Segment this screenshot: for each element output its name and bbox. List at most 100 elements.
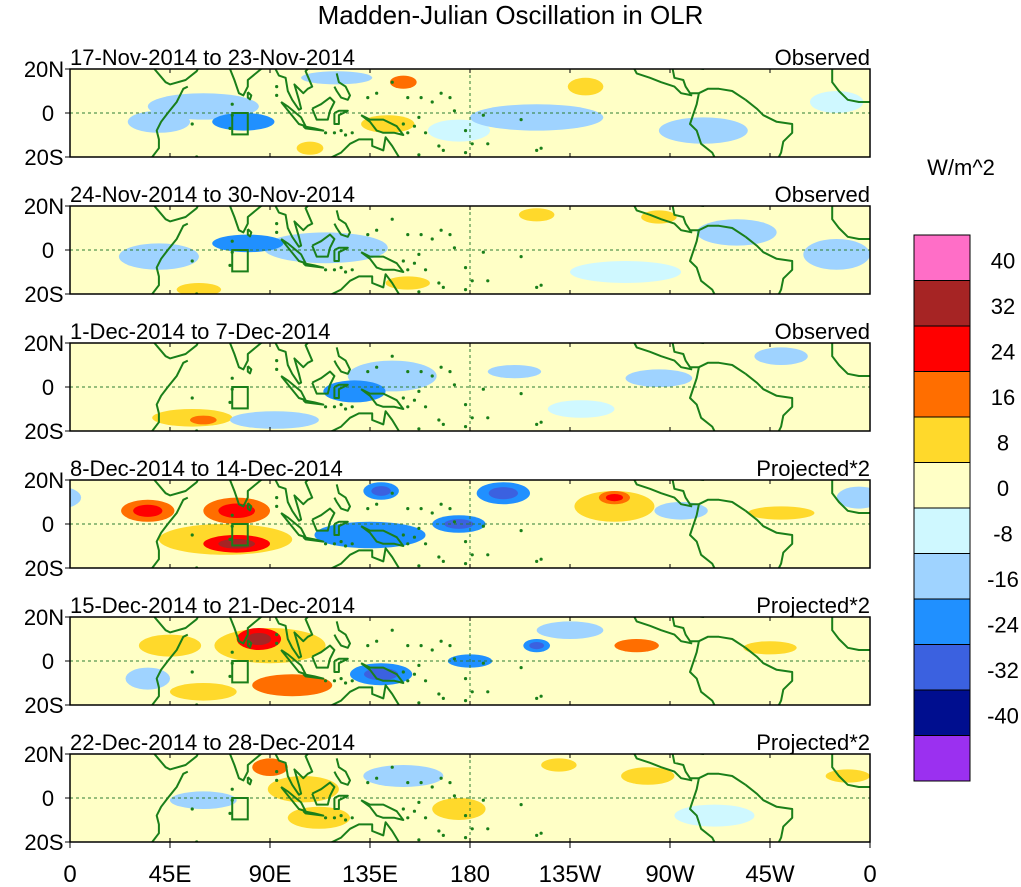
- island-dot: [190, 807, 194, 811]
- island-dot: [275, 93, 279, 97]
- island-dot: [439, 639, 443, 643]
- colorbar-bin: [913, 280, 971, 327]
- panel-5: 20N 0 20S 15-Dec-2014 to 21-Dec-2014 Project…: [24, 593, 871, 718]
- island-dot: [412, 809, 417, 813]
- island-dot: [417, 252, 421, 256]
- island-dot: [448, 370, 452, 374]
- coastline: [151, 85, 189, 157]
- island-dot: [535, 285, 539, 289]
- colorbar-bin: [913, 416, 971, 463]
- y-tick-label: 20N: [24, 468, 64, 493]
- anomaly-core: [444, 519, 474, 529]
- island-dot: [390, 80, 394, 84]
- y-tick-label: 0: [42, 101, 54, 126]
- y-tick-label: 0: [42, 512, 54, 537]
- coastline: [151, 359, 189, 431]
- coastline: [151, 222, 189, 294]
- reference-box: [231, 249, 249, 273]
- coastline: [329, 684, 400, 705]
- anomaly-blob: [10, 91, 63, 113]
- island-dot: [339, 814, 343, 818]
- island-dot: [417, 701, 421, 705]
- island-dot: [441, 833, 445, 838]
- island-dot: [190, 122, 194, 126]
- island-dot: [535, 148, 539, 152]
- island-dot: [463, 814, 468, 818]
- island-dot: [491, 843, 494, 846]
- island-dot: [323, 816, 328, 820]
- island-dot: [417, 389, 421, 393]
- coastline: [153, 617, 199, 634]
- coastlines: [151, 480, 870, 568]
- island-dot: [448, 644, 452, 648]
- anomaly-blob: [301, 71, 373, 85]
- island-dot: [417, 427, 421, 431]
- anomaly-field: [10, 71, 864, 155]
- anomaly-core: [396, 78, 411, 86]
- coastline: [831, 69, 870, 103]
- panel-type-label: Projected*2: [756, 456, 870, 481]
- island-dot: [539, 694, 543, 698]
- island-dot: [228, 126, 232, 130]
- colorbar-label: 0: [997, 476, 1009, 501]
- coastline: [151, 633, 189, 705]
- x-tick-label: 0: [63, 861, 76, 887]
- x-tick-label: 135W: [539, 861, 602, 887]
- island-dot: [535, 833, 539, 838]
- island-dot: [437, 418, 441, 422]
- colorbar-label: 8: [997, 431, 1009, 456]
- island-dot: [366, 507, 370, 511]
- island-dot: [423, 679, 428, 683]
- island-dot: [375, 91, 379, 95]
- panel-period-label: 8-Dec-2014 to 14-Dec-2014: [70, 456, 343, 481]
- reference-box: [231, 660, 249, 684]
- panel-period-label: 24-Nov-2014 to 30-Nov-2014: [70, 182, 355, 207]
- island-dot: [486, 690, 490, 694]
- panel-type-label: Observed: [775, 319, 870, 344]
- island-dot: [441, 422, 445, 426]
- island-dot: [401, 533, 405, 537]
- island-dot: [437, 829, 441, 833]
- coastline: [153, 480, 199, 497]
- island-dot: [343, 133, 348, 137]
- island-dot: [519, 803, 523, 807]
- colorbar-bin: [913, 325, 971, 372]
- island-dot: [419, 781, 423, 785]
- anomaly-blob: [990, 416, 1017, 425]
- island-dot: [417, 663, 421, 668]
- island-dot: [491, 432, 494, 435]
- coastline: [246, 91, 253, 101]
- island-dot: [343, 270, 348, 274]
- island-dot: [230, 650, 234, 654]
- island-dot: [412, 535, 417, 539]
- island-dot: [441, 696, 445, 701]
- colorbar-label: -32: [987, 658, 1019, 683]
- coastline: [333, 73, 351, 101]
- island-dot: [441, 285, 445, 289]
- x-tick-label: 45W: [745, 861, 795, 887]
- island-dot: [323, 405, 328, 409]
- island-dot: [275, 367, 279, 371]
- island-dot: [406, 268, 410, 272]
- anomaly-blob: [0, 506, 14, 519]
- island-dot: [539, 420, 543, 424]
- island-dot: [448, 507, 452, 511]
- island-dot: [423, 816, 428, 820]
- coastline: [831, 343, 870, 377]
- island-dot: [470, 553, 474, 557]
- island-dot: [406, 679, 410, 683]
- coastline: [333, 520, 349, 536]
- coastline: [689, 93, 716, 157]
- coastline: [246, 365, 253, 375]
- island-dot: [430, 648, 434, 652]
- island-dot: [486, 279, 490, 283]
- island-dot: [448, 781, 452, 785]
- anomaly-blob: [654, 502, 708, 520]
- colorbar-bin: [913, 462, 971, 509]
- island-dot: [406, 405, 410, 409]
- anomaly-core: [488, 487, 518, 500]
- panel-period-label: 22-Dec-2014 to 28-Dec-2014: [70, 730, 355, 755]
- island-dot: [539, 831, 543, 835]
- island-dot: [275, 222, 279, 226]
- island-dot: [275, 770, 279, 774]
